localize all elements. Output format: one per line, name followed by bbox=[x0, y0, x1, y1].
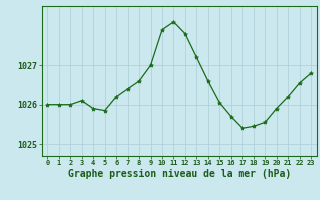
X-axis label: Graphe pression niveau de la mer (hPa): Graphe pression niveau de la mer (hPa) bbox=[68, 169, 291, 179]
